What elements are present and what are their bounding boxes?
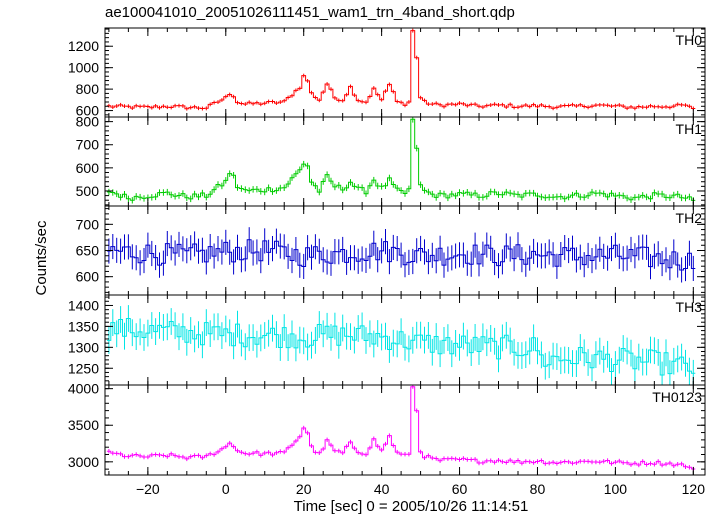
y-tick-label: 600 — [76, 160, 100, 176]
y-tick-label: 1350 — [68, 318, 99, 334]
chart-title: ae100041010_20051026111451_wam1_trn_4ban… — [105, 4, 515, 21]
y-tick-label: 600 — [76, 103, 100, 119]
x-tick-label: 60 — [452, 481, 468, 497]
x-tick-label: 100 — [604, 481, 628, 497]
x-tick-label: 20 — [296, 481, 312, 497]
y-tick-label: 1400 — [68, 297, 99, 313]
panel-label-th3: TH3 — [676, 299, 703, 315]
x-tick-labels: −20 0 20 40 60 80 100 120 — [136, 481, 705, 497]
y-tick-label: 600 — [76, 269, 100, 285]
y-tick-label: 650 — [76, 243, 100, 259]
series-line-th1 — [106, 118, 696, 201]
x-axis-label: Time [sec] 0 = 2005/10/26 11:14:51 — [294, 498, 529, 515]
panel-label-th2: TH2 — [676, 210, 703, 226]
series-line-th0123 — [106, 386, 696, 470]
series-line-th3 — [106, 318, 696, 376]
y-tick-label: 4000 — [68, 381, 99, 397]
y-tick-label: 800 — [76, 114, 100, 130]
panel-label-th1: TH1 — [676, 121, 703, 137]
y-tick-label: 1200 — [68, 38, 99, 54]
y-tick-label: 700 — [76, 137, 100, 153]
panel-label-th0: TH0 — [676, 32, 703, 48]
y-tick-label: 500 — [76, 183, 100, 199]
y-tick-label: 3500 — [68, 417, 99, 433]
x-tick-label: 0 — [222, 481, 230, 497]
x-tick-label: 80 — [530, 481, 546, 497]
y-axis-label: Counts/sec — [33, 220, 50, 296]
series-line-th2 — [106, 239, 696, 271]
x-tick-label: 120 — [682, 481, 706, 497]
panel-frame-th0123 — [104, 384, 706, 476]
x-tick-label: 40 — [374, 481, 390, 497]
panel-label-th0123: TH0123 — [652, 389, 702, 405]
series-line-th0 — [106, 30, 696, 110]
y-tick-label: 1000 — [68, 60, 99, 76]
y-tick-label: 700 — [76, 216, 100, 232]
y-tick-label: 3000 — [68, 454, 99, 470]
x-tick-label: −20 — [136, 481, 160, 497]
y-tick-label: 1250 — [68, 360, 99, 376]
y-tick-label: 1300 — [68, 339, 99, 355]
y-tick-label: 800 — [76, 81, 100, 97]
